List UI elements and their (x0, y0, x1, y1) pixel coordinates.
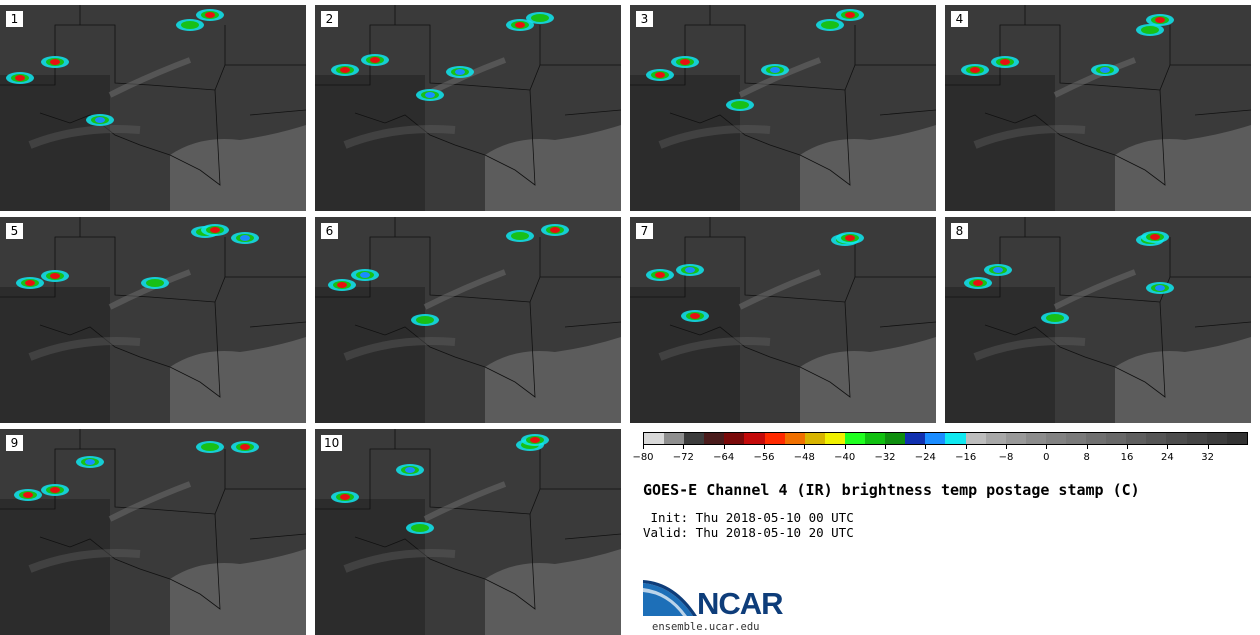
colorbar-tick (965, 445, 967, 449)
colorbar-segment (844, 433, 866, 444)
colorbar-tick (683, 445, 685, 449)
colorbar (643, 432, 1248, 445)
colorbar-segment (1106, 433, 1127, 444)
page-title: GOES-E Channel 4 (IR) brightness temp po… (643, 481, 1140, 499)
colorbar-segment (925, 433, 946, 444)
colorbar-segment (704, 433, 725, 444)
colorbar-segment (724, 433, 745, 444)
ir-map (315, 429, 621, 635)
site-url: ensemble.ucar.edu (652, 621, 760, 633)
colorbar-segment (1025, 433, 1046, 444)
ensemble-member-panel: 9 (0, 429, 306, 635)
colorbar-tick-label: −48 (793, 452, 815, 463)
colorbar-segment (1086, 433, 1107, 444)
ir-map (945, 217, 1251, 423)
colorbar-segment (1045, 433, 1066, 444)
colorbar-segment (885, 433, 906, 444)
panel-number-label: 3 (636, 11, 653, 27)
colorbar-segment (684, 433, 705, 444)
colorbar-segment (824, 433, 845, 444)
ensemble-member-panel: 4 (945, 5, 1251, 211)
ir-map (0, 217, 306, 423)
colorbar-tick (1086, 445, 1088, 449)
colorbar-segment (1166, 433, 1187, 444)
colorbar-segment (1126, 433, 1147, 444)
colorbar-tick (844, 445, 846, 449)
colorbar-tick-label: −32 (874, 452, 896, 463)
panel-number-label: 9 (6, 435, 23, 451)
colorbar-tick-label: −16 (955, 452, 977, 463)
colorbar-segment (1186, 433, 1207, 444)
ensemble-member-panel: 3 (630, 5, 936, 211)
ensemble-member-panel: 1 (0, 5, 306, 211)
colorbar-tick (1127, 445, 1128, 449)
panel-number-label: 2 (321, 11, 338, 27)
ensemble-member-panel: 8 (945, 217, 1251, 423)
ncar-logo-icon (643, 580, 697, 616)
colorbar-tick-label: −40 (834, 452, 856, 463)
ir-map (315, 5, 621, 211)
panel-number-label: 7 (636, 223, 653, 239)
colorbar-tick (1207, 445, 1209, 449)
panel-number-label: 8 (951, 223, 968, 239)
ir-map (630, 5, 936, 211)
panel-number-label: 1 (6, 11, 23, 27)
colorbar-tick (643, 445, 644, 449)
colorbar-tick-label: −72 (672, 452, 694, 463)
ir-map (630, 217, 936, 423)
colorbar-segment (1146, 433, 1167, 444)
colorbar-segment (804, 433, 825, 444)
colorbar-segment (945, 433, 966, 444)
ensemble-member-panel: 5 (0, 217, 306, 423)
colorbar-tick (1006, 445, 1007, 449)
panel-number-label: 10 (321, 435, 343, 451)
colorbar-segment (905, 433, 926, 444)
colorbar-segment (744, 433, 765, 444)
ir-map (315, 217, 621, 423)
colorbar-segment (1065, 433, 1087, 444)
colorbar-tick-label: 0 (1043, 452, 1050, 463)
colorbar-tick (723, 445, 725, 449)
colorbar-tick (885, 445, 886, 449)
panel-number-label: 4 (951, 11, 968, 27)
valid-time: Valid: Thu 2018-05-10 20 UTC (643, 525, 854, 540)
colorbar-tick-label: 16 (1120, 452, 1134, 463)
colorbar-tick-label: 32 (1201, 452, 1215, 463)
ensemble-member-panel: 6 (315, 217, 621, 423)
colorbar-tick-label: −8 (998, 452, 1014, 463)
colorbar-segment (784, 433, 805, 444)
ensemble-member-panel: 7 (630, 217, 936, 423)
colorbar-tick (764, 445, 765, 449)
colorbar-tick (1046, 445, 1048, 449)
colorbar-tick-label: −64 (713, 452, 735, 463)
colorbar-tick-label: −80 (632, 452, 654, 463)
colorbar-ticks: −80 −72 −64 −56 −48 −40 −32 −24 −16 −8 0 8 16 24 32 (632, 445, 1248, 465)
ir-map (0, 429, 306, 635)
colorbar-tick (1167, 445, 1169, 449)
colorbar-tick-label: −56 (753, 452, 775, 463)
colorbar-tick (804, 445, 806, 449)
init-time: Init: Thu 2018-05-10 00 UTC (643, 510, 854, 525)
colorbar-segment (644, 433, 665, 444)
colorbar-tick-label: 24 (1160, 452, 1174, 463)
ir-map (945, 5, 1251, 211)
colorbar-tick-label: 8 (1083, 452, 1090, 463)
colorbar-segment (985, 433, 1006, 444)
colorbar-segment (1005, 433, 1026, 444)
ncar-logo-text: NCAR (697, 586, 784, 621)
colorbar-segment (764, 433, 785, 444)
colorbar-segment (965, 433, 986, 444)
ir-map (0, 5, 306, 211)
colorbar-segment (1206, 433, 1227, 444)
colorbar-tick (925, 445, 927, 449)
ensemble-member-panel: 10 (315, 429, 621, 635)
colorbar-segment (865, 433, 886, 444)
panel-number-label: 5 (6, 223, 23, 239)
colorbar-segment (1226, 433, 1247, 444)
panel-number-label: 6 (321, 223, 338, 239)
ensemble-member-panel: 2 (315, 5, 621, 211)
colorbar-segment (664, 433, 685, 444)
colorbar-tick-label: −24 (914, 452, 936, 463)
